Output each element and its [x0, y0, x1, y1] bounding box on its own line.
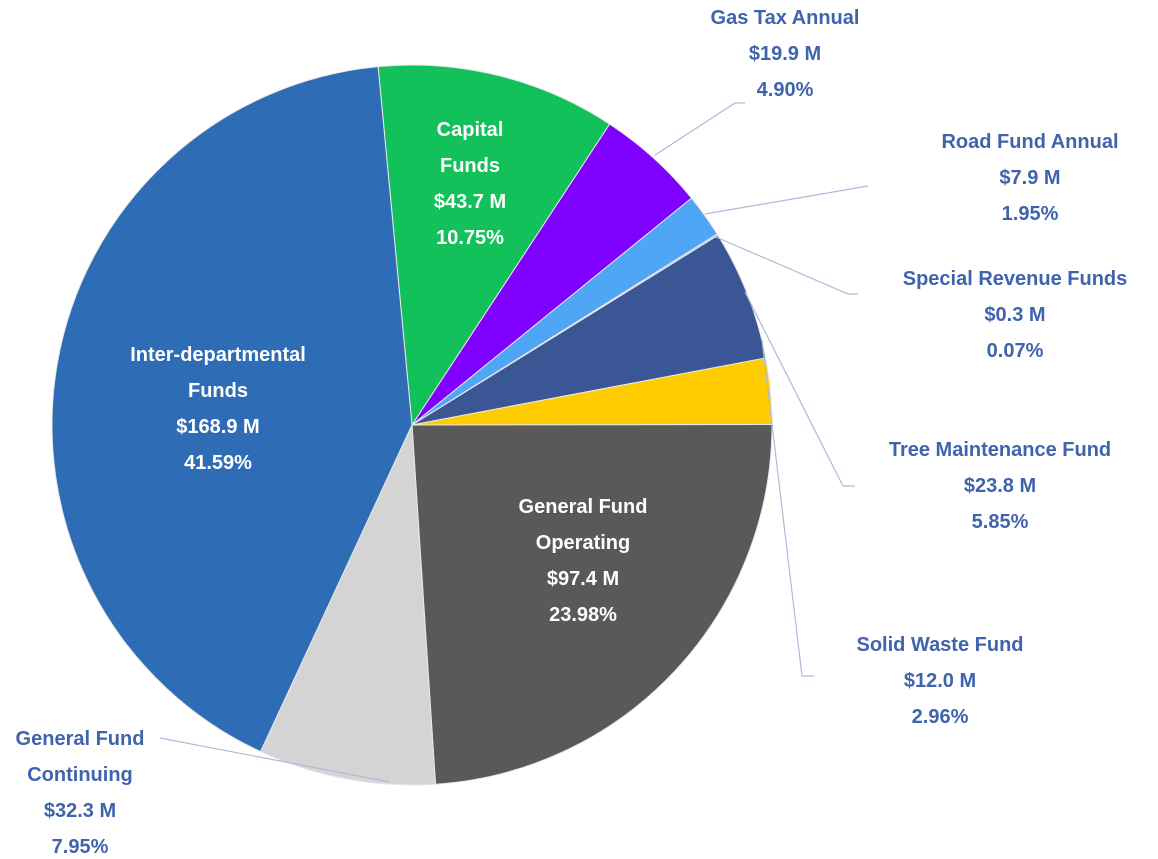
label-amount: $32.3 M: [43, 800, 117, 822]
label-name: Solid Waste Fund: [856, 634, 1024, 656]
leader-line: [654, 102, 745, 156]
pie-slice: [259, 424, 437, 786]
label-percent: 1.95%: [1001, 203, 1059, 225]
leader-line: [715, 236, 858, 295]
pie-slice: [411, 424, 773, 785]
data-label: General Fund Operating $97.4 M 23.98%: [498, 489, 668, 633]
label-amount: $23.8 M: [963, 475, 1037, 497]
label-name: Tree Maintenance Fund: [888, 439, 1112, 461]
label-percent: 5.85%: [971, 511, 1029, 533]
leader-line: [159, 737, 391, 783]
pie-slice: [411, 234, 767, 426]
pie-slice: [377, 64, 611, 427]
label-name: Special Revenue Funds: [902, 268, 1128, 290]
label-amount: $168.9 M: [176, 416, 260, 438]
label-amount: $7.9 M: [999, 167, 1061, 189]
data-label: Road Fund Annual $7.9 M 1.95%: [900, 124, 1158, 232]
data-label: Special Revenue Funds $0.3 M 0.07%: [865, 261, 1158, 369]
data-label: Tree Maintenance Fund $23.8 M 5.85%: [850, 432, 1150, 540]
label-name: General Fund Operating: [518, 496, 648, 554]
leader-line: [744, 291, 855, 487]
label-amount: $43.7 M: [433, 191, 507, 213]
label-amount: $12.0 M: [903, 670, 977, 692]
leader-line: [761, 339, 814, 677]
leader-line: [704, 185, 869, 215]
data-label: General Fund Continuing $32.3 M 7.95%: [0, 721, 165, 859]
data-label: Solid Waste Fund $12.0 M 2.96%: [810, 627, 1070, 735]
label-name: Capital Funds: [436, 119, 504, 177]
pie-slice: [51, 66, 413, 753]
label-name: Gas Tax Annual: [710, 7, 860, 29]
label-name: Inter-departmental Funds: [130, 344, 306, 402]
label-percent: 2.96%: [911, 706, 969, 728]
label-percent: 7.95%: [51, 836, 109, 858]
label-percent: 23.98%: [549, 604, 617, 626]
label-percent: 0.07%: [986, 340, 1044, 362]
label-percent: 41.59%: [184, 452, 252, 474]
label-percent: 4.90%: [756, 79, 814, 101]
label-percent: 10.75%: [436, 227, 504, 249]
label-amount: $97.4 M: [546, 568, 620, 590]
data-label: Capital Funds $43.7 M 10.75%: [410, 112, 530, 256]
label-name: General Fund Continuing: [15, 728, 145, 786]
data-label: Gas Tax Annual $19.9 M 4.90%: [655, 0, 915, 108]
label-amount: $19.9 M: [748, 43, 822, 65]
data-label: Inter-departmental Funds $168.9 M 41.59%: [113, 337, 323, 481]
label-amount: $0.3 M: [984, 304, 1046, 326]
label-name: Road Fund Annual: [941, 131, 1119, 153]
